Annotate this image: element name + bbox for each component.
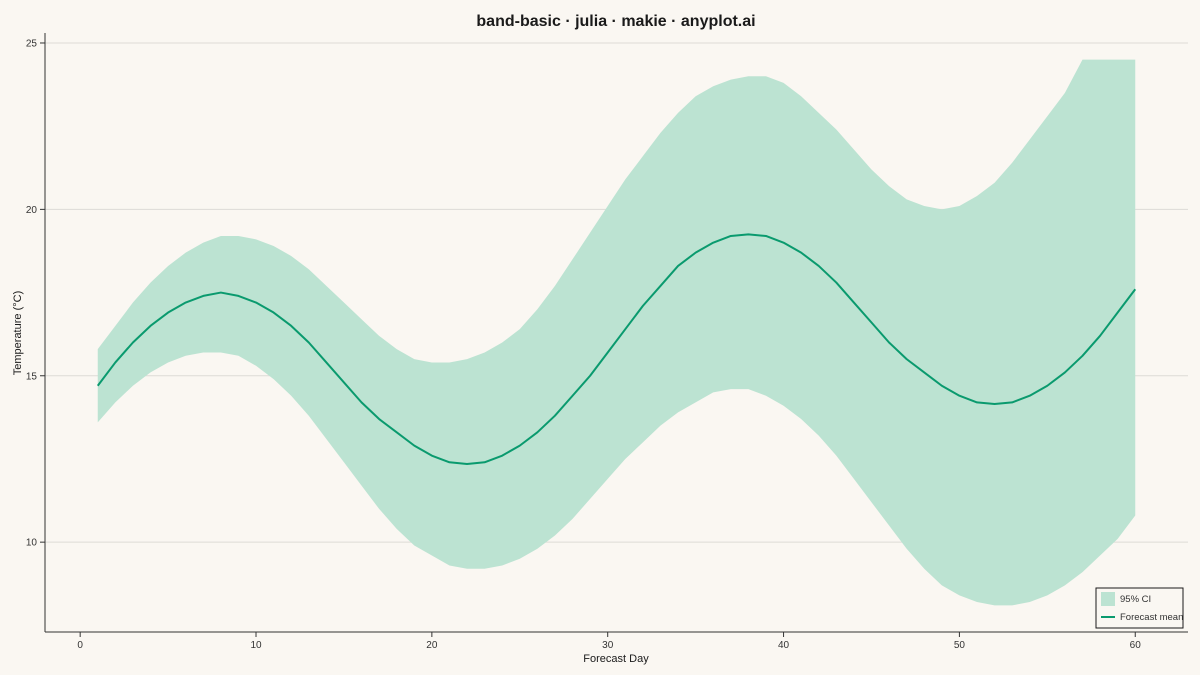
ci-band-group [97, 59, 1136, 606]
x-ticks: 0 10 20 30 40 50 60 [77, 632, 1141, 651]
chart-title: band-basic · julia · makie · anyplot.ai [476, 13, 755, 30]
legend-band-swatch [1101, 592, 1115, 606]
mean-line [96, 233, 1137, 465]
x-tick-label-30: 30 [602, 640, 614, 651]
y-axis-label: Temperature (°C) [12, 291, 24, 375]
ci-band [97, 59, 1136, 606]
y-tick-label-20: 20 [26, 205, 38, 216]
x-tick-label-40: 40 [778, 640, 790, 651]
y-tick-label-10: 10 [26, 538, 38, 549]
legend: 95% CI Forecast mean [1095, 587, 1184, 629]
x-tick-label-0: 0 [77, 640, 83, 651]
x-axis-label: Forecast Day [583, 653, 649, 665]
x-tick-label-20: 20 [426, 640, 438, 651]
y-ticks: 10 15 20 25 [26, 38, 45, 549]
y-tick-label-15: 15 [26, 371, 38, 382]
x-tick-label-10: 10 [250, 640, 262, 651]
y-tick-label-25: 25 [26, 38, 38, 49]
x-tick-label-50: 50 [954, 640, 966, 651]
legend-band-label: 95% CI [1120, 594, 1151, 605]
mean-line-group [96, 233, 1137, 465]
x-tick-label-60: 60 [1130, 640, 1142, 651]
legend-line-label: Forecast mean [1120, 612, 1183, 623]
axes [44, 33, 1188, 633]
